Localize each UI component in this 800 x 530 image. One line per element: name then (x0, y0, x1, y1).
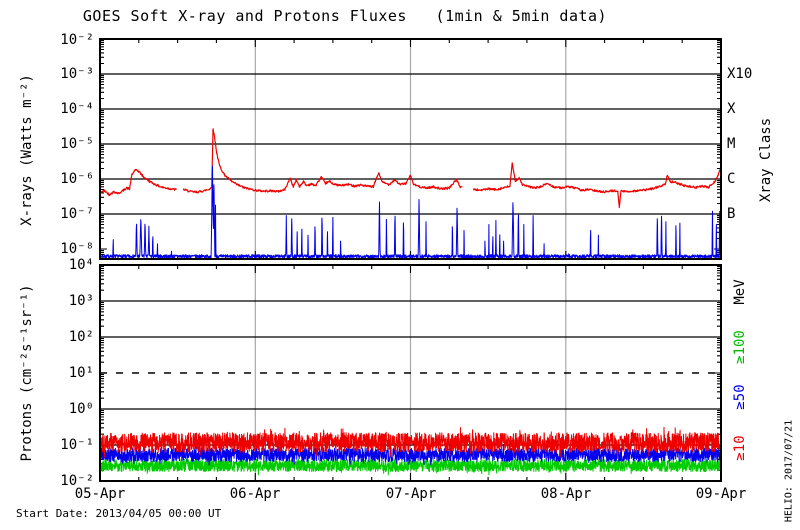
helio-credit-label: HELIO: 2017/07/21 (783, 419, 795, 523)
xray-ytick-label: 10⁻³ (60, 66, 94, 82)
xray-class-label: X (727, 101, 736, 117)
xray-ytick-label: 10⁻² (60, 32, 94, 48)
xray-class-label: M (727, 136, 736, 152)
xray-ytick-label: 10⁻⁵ (60, 136, 94, 152)
proton-ytick-label: 10³ (68, 293, 94, 309)
xray-ytick-label: 10⁻⁸ (60, 241, 94, 257)
mev-ge50-label: ≥50 (732, 384, 748, 410)
xtick-label-06apr: 06-Apr (229, 486, 281, 502)
mev-ge10-label: ≥10 (732, 435, 748, 461)
xtick-label-07apr: 07-Apr (385, 486, 437, 502)
xray-class-label: C (727, 171, 736, 187)
proton-ytick-label: 10⁴ (68, 257, 94, 273)
mev-ge100-label: ≥100 (732, 330, 748, 364)
start-date-label: Start Date: 2013/04/05 00:00 UT (16, 507, 222, 520)
proton-ytick-label: 10² (68, 329, 94, 345)
proton-ytick-label: 10¹ (68, 365, 94, 381)
xray-ytick-label: 10⁻⁷ (60, 206, 94, 222)
xray-class-label: B (727, 206, 736, 222)
xray-ytick-label: 10⁻⁴ (60, 101, 94, 117)
xtick-label-09apr: 09-Apr (695, 486, 747, 502)
xray-class-label: X10 (727, 66, 753, 82)
proton-ytick-label: 10⁰ (68, 401, 94, 417)
xtick-label-05apr: 05-Apr (74, 486, 126, 502)
proton-ytick-label: 10⁻² (60, 473, 94, 489)
mev-axis-title: MeV (732, 279, 748, 305)
xtick-label-08apr: 08-Apr (540, 486, 592, 502)
xray-class-axis-title: Xray Class (758, 117, 774, 203)
plot-title: GOES Soft X-ray and Protons Fluxes (1min… (82, 7, 608, 25)
proton-ytick-label: 10⁻¹ (60, 437, 94, 453)
xray-ytick-label: 10⁻⁶ (60, 171, 94, 187)
